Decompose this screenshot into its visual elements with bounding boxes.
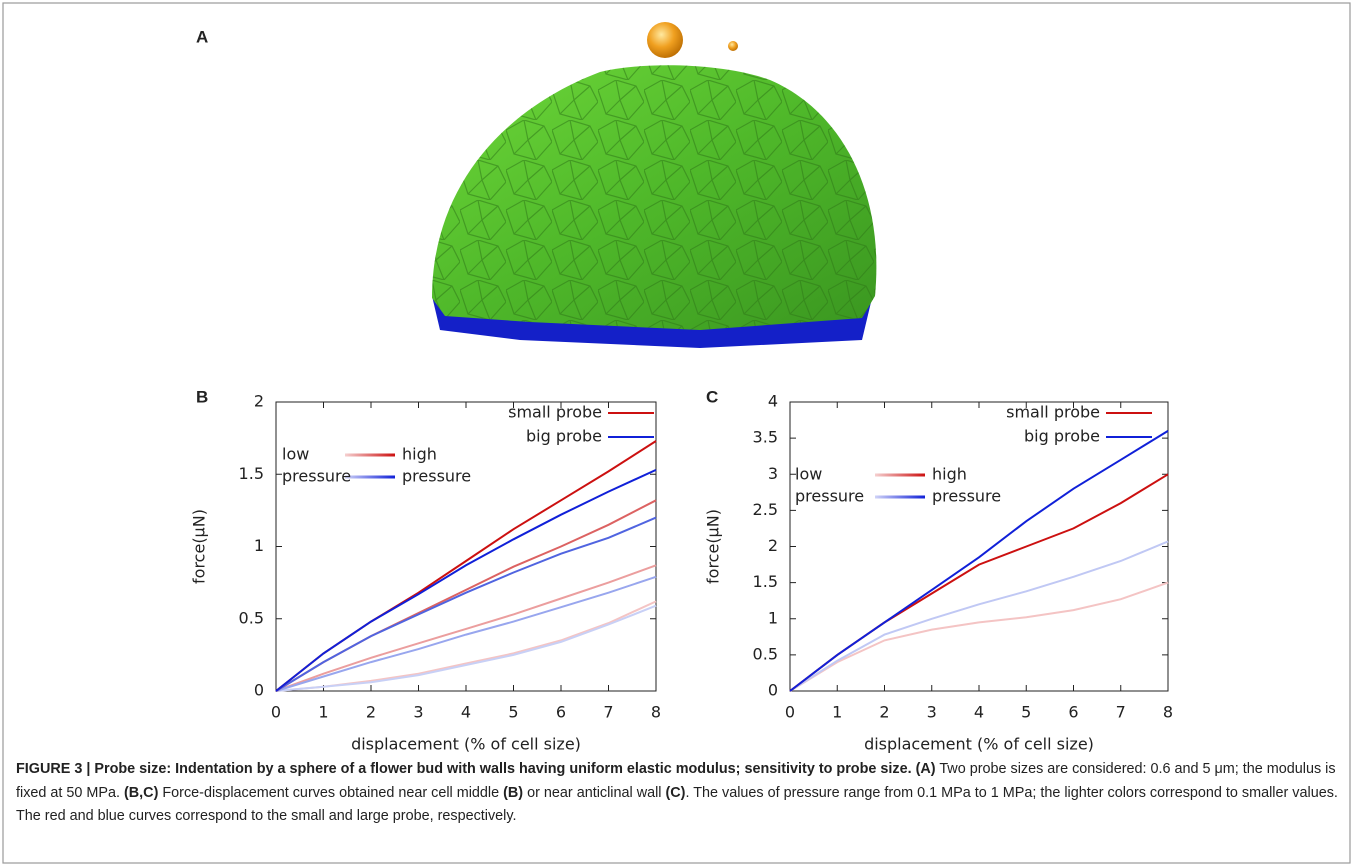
data-line <box>275 468 657 692</box>
caption-run: . The values of pressure range from 0.1 … <box>16 784 1338 825</box>
legend-label: small probe <box>508 403 602 422</box>
x-tick-label: 0 <box>271 703 281 722</box>
legend-note: high <box>402 445 437 464</box>
y-tick-label: 4 <box>768 392 778 411</box>
panel-label: C <box>706 387 718 406</box>
x-tick-label: 3 <box>927 703 937 722</box>
x-tick-label: 2 <box>879 703 889 722</box>
data-line <box>789 581 1169 692</box>
caption-run: (C) <box>665 784 686 801</box>
x-tick-label: 6 <box>556 703 566 722</box>
legend-note: high <box>932 465 967 484</box>
y-tick-label: 1.5 <box>753 572 778 591</box>
figure-caption: FIGURE 3 | Probe size: Indentation by a … <box>16 758 1342 829</box>
data-line <box>275 564 657 692</box>
x-tick-label: 1 <box>832 703 842 722</box>
legend-note: low <box>282 445 309 464</box>
y-tick-label: 0.5 <box>239 608 264 627</box>
y-tick-label: 2 <box>254 392 264 411</box>
panel-label: B <box>196 387 208 406</box>
data-line <box>275 516 657 692</box>
legend-note: pressure <box>282 467 351 486</box>
y-tick-label: 0 <box>254 681 264 700</box>
caption-run: or near anticlinal wall <box>523 784 666 801</box>
y-axis-label: force(μN) <box>704 509 723 584</box>
x-tick-label: 7 <box>1116 703 1126 722</box>
y-tick-label: 0 <box>768 681 778 700</box>
x-tick-label: 1 <box>318 703 328 722</box>
x-tick-label: 8 <box>1163 703 1173 722</box>
legend-note: pressure <box>402 467 471 486</box>
y-tick-label: 2.5 <box>753 500 778 519</box>
caption-run: FIGURE 3 | Probe size: Indentation by a … <box>16 761 912 777</box>
caption-run: Two probe sizes are considered: 0.6 and … <box>16 761 1336 801</box>
y-tick-label: 1 <box>768 608 778 627</box>
y-tick-label: 1.5 <box>239 464 264 483</box>
x-tick-label: 6 <box>1068 703 1078 722</box>
legend-label: small probe <box>1006 403 1100 422</box>
data-line <box>275 604 657 692</box>
x-tick-label: 2 <box>366 703 376 722</box>
caption-run: Force-displacement curves obtained near … <box>158 784 504 801</box>
y-axis-label: force(μN) <box>190 509 209 584</box>
x-axis-label: displacement (% of cell size) <box>864 735 1094 754</box>
x-tick-label: 8 <box>651 703 661 722</box>
pressure-gradient-swatch <box>875 495 925 499</box>
data-line <box>789 540 1169 692</box>
data-line <box>789 430 1169 692</box>
legend-note: low <box>795 465 822 484</box>
x-tick-label: 3 <box>413 703 423 722</box>
data-line <box>275 575 657 692</box>
caption-run: (A) <box>915 761 936 777</box>
panel-label: A <box>196 27 208 46</box>
y-tick-label: 0.5 <box>753 644 778 663</box>
y-tick-label: 3 <box>768 464 778 483</box>
y-tick-label: 1 <box>254 536 264 555</box>
caption-run: (B) <box>503 784 524 801</box>
pressure-gradient-swatch <box>875 473 925 477</box>
legend-note: pressure <box>932 487 1001 506</box>
x-tick-label: 4 <box>974 703 984 722</box>
legend-note: pressure <box>795 487 864 506</box>
flower-bud-render <box>432 22 877 348</box>
x-tick-label: 5 <box>1021 703 1031 722</box>
y-tick-label: 3.5 <box>753 428 778 447</box>
legend-label: big probe <box>526 427 602 446</box>
x-tick-label: 7 <box>603 703 613 722</box>
pressure-gradient-swatch <box>345 475 395 479</box>
x-tick-label: 4 <box>461 703 471 722</box>
legend-label: big probe <box>1024 427 1100 446</box>
caption-run: (B,C) <box>124 784 159 801</box>
pressure-gradient-swatch <box>345 453 395 457</box>
y-tick-label: 2 <box>768 536 778 555</box>
x-tick-label: 0 <box>785 703 795 722</box>
x-tick-label: 5 <box>508 703 518 722</box>
x-axis-label: displacement (% of cell size) <box>351 735 581 754</box>
